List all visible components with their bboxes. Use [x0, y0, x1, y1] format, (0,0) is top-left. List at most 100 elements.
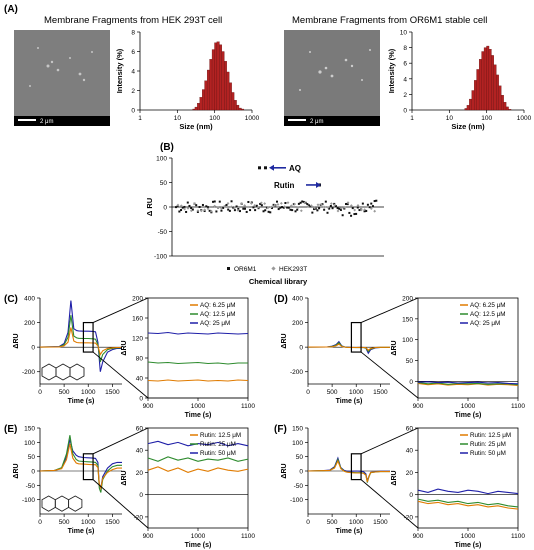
screen-point-hek293t	[266, 206, 270, 210]
dls_hek-bar	[236, 104, 240, 111]
screen-point-hek293t	[249, 202, 253, 205]
screen-point-or6m1	[195, 204, 198, 207]
chart-screen: -100 -50 0 50 100 AQ Rutin OR6M1 HEK293T Chemical…	[145, 156, 384, 286]
F_full-ytick-label: 0	[299, 469, 303, 476]
screen-point-or6m1	[348, 211, 351, 214]
panel-label-d: (D)	[274, 294, 288, 305]
screen-point-or6m1	[373, 200, 376, 203]
E_zoom-ytick-label: 0	[139, 492, 143, 499]
F_zoom-legend-label: Rutin: 50 μM	[470, 450, 506, 457]
screen-point-or6m1	[302, 200, 305, 203]
F_full-xtick-label: 500	[327, 519, 338, 526]
E_zoom-ytick-label: -20	[134, 514, 144, 521]
dls_hek-bar	[206, 69, 210, 111]
D_full-ytick-label: -200	[290, 369, 303, 376]
E_full-zoom-link-top	[92, 427, 149, 455]
C_full-xtick-label: 1500	[105, 389, 120, 396]
dls_or6m1-bar	[478, 59, 482, 111]
screen-point-aq	[258, 166, 261, 170]
screen-point-hek293t	[336, 209, 340, 213]
screen-ytick-label: -50	[158, 229, 168, 236]
E_full-series-line	[39, 439, 122, 490]
E_full-zoom-box	[82, 453, 94, 481]
F_full-zoom-link-bottom	[360, 479, 419, 529]
F_full-ytick-label: 150	[292, 426, 303, 433]
dls_hek-bar	[228, 82, 232, 111]
screen-point-or6m1	[201, 203, 204, 206]
dls_or6m1-bar	[503, 102, 507, 111]
screen-point-or6m1	[286, 206, 289, 209]
D_zoom-xtick-label: 1100	[511, 403, 525, 410]
C_zoom-ylabel: ΔRU	[121, 340, 128, 355]
screen-point-or6m1	[350, 214, 353, 217]
F_zoom-series-line	[417, 500, 519, 510]
E_zoom-xtick-label: 900	[143, 533, 154, 540]
screen-point-or6m1	[281, 206, 284, 209]
screen-point-or6m1	[355, 212, 358, 215]
dls_or6m1-ytick-label: 8	[403, 45, 407, 52]
screen-point-or6m1	[323, 208, 326, 211]
screen-point-hek293t	[226, 202, 230, 205]
dls_hek-bar	[238, 107, 242, 111]
rutin-structure-icon-ring	[41, 495, 56, 512]
D_full-zoom-box	[350, 321, 362, 353]
screen-point-or6m1	[351, 207, 354, 210]
D_full-zoom-link-bottom	[360, 351, 419, 399]
screen-point-or6m1	[318, 207, 321, 210]
F_full-ytick-label: 100	[292, 440, 303, 447]
D_zoom-legend-label: AQ: 12.5 μM	[470, 311, 505, 318]
screen-point-or6m1	[353, 213, 356, 216]
dls_or6m1-ytick-label: 6	[403, 61, 407, 68]
C_zoom-ytick-label: 200	[132, 296, 143, 303]
screen-point-hek293t	[373, 209, 377, 213]
screen-point-or6m1	[238, 210, 241, 213]
D_zoom-ytick-label: 100	[402, 337, 413, 344]
annotation-rutin: Rutin	[274, 181, 295, 190]
screen-point-hek293t	[253, 204, 257, 207]
dls_or6m1-xtick-label: 1000	[517, 115, 532, 122]
F_full-zoom-link-top	[360, 427, 419, 455]
arrow-rutin-head	[316, 181, 321, 188]
screen-point-or6m1	[190, 207, 193, 210]
screen-point-hek293t	[216, 206, 220, 209]
screen-point-or6m1	[296, 208, 299, 211]
dls_hek-bar	[241, 108, 245, 111]
screen-point-hek293t	[223, 205, 227, 209]
screen-point-or6m1	[255, 204, 258, 207]
screen-point-or6m1	[341, 214, 344, 217]
D_zoom-ytick-label: 150	[402, 316, 413, 323]
E_zoom-legend-label: Rutin: 12.5 μM	[200, 432, 241, 439]
screen-point-or6m1	[375, 199, 378, 202]
screen-point-hek293t	[316, 203, 320, 207]
dls_hek-bar	[211, 49, 215, 111]
screen-point-hek293t	[239, 202, 243, 205]
panel-label-e: (E)	[4, 424, 17, 435]
screen-point-hek293t	[353, 208, 357, 212]
dls_or6m1-bar	[496, 74, 499, 111]
C_zoom-ytick-label: 160	[132, 316, 143, 323]
screen-point-or6m1	[333, 202, 336, 205]
dls_or6m1-bar	[486, 45, 490, 111]
anthraquinone-structure-icon	[41, 363, 85, 381]
rutin-structure-icon	[41, 495, 83, 512]
panel-label-b: (B)	[160, 142, 174, 153]
annotation-aq: AQ	[289, 164, 301, 173]
C_zoom-ytick-label: 40	[136, 376, 144, 383]
dls_or6m1-bar	[476, 69, 480, 111]
micrograph-title-hek: Membrane Fragments from HEK 293T cell	[44, 15, 222, 26]
screen-point-hek293t	[299, 209, 303, 213]
E_full-ytick-label: 50	[28, 454, 36, 461]
legend-label-hek293t: HEK293T	[279, 266, 307, 273]
chart-C_zoom: 0 40 80 120 160 200 900 1000 1100 Time (s) ΔRU AQ: …	[121, 296, 255, 420]
D_full-zoom-link-top	[360, 297, 419, 323]
F_zoom-ytick-label: -20	[404, 514, 414, 521]
dls_or6m1-bar	[471, 90, 475, 111]
F_zoom-ytick-label: 0	[409, 492, 413, 499]
dls_hek-ytick-label: 2	[131, 88, 135, 95]
D_zoom-ytick-label: 50	[406, 358, 414, 365]
legend-marker-or6m1	[227, 267, 230, 270]
screen-point-or6m1	[334, 205, 337, 208]
F_zoom-xtick-label: 1100	[511, 533, 525, 540]
screen-point-or6m1	[313, 208, 316, 211]
screen-point-hek293t	[343, 205, 347, 209]
